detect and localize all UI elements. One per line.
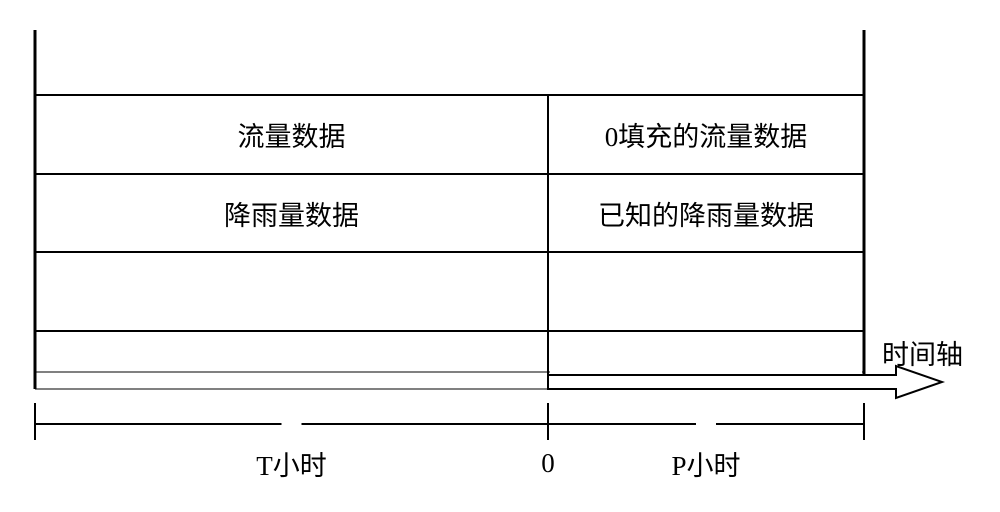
cell-known-rainfall: 已知的降雨量数据 — [548, 174, 864, 252]
dim-label-left: T小时 — [212, 446, 372, 481]
dim-label-right: P小时 — [626, 446, 786, 481]
cell-flow-data: 流量数据 — [35, 95, 548, 174]
cell-rainfall-data: 降雨量数据 — [35, 174, 548, 252]
time-axis-label: 时间轴 — [882, 333, 963, 372]
dim-label-center: 0 — [468, 446, 628, 481]
diagram-svg — [0, 0, 1000, 512]
cell-zero-filled-flow: 0填充的流量数据 — [548, 95, 864, 174]
